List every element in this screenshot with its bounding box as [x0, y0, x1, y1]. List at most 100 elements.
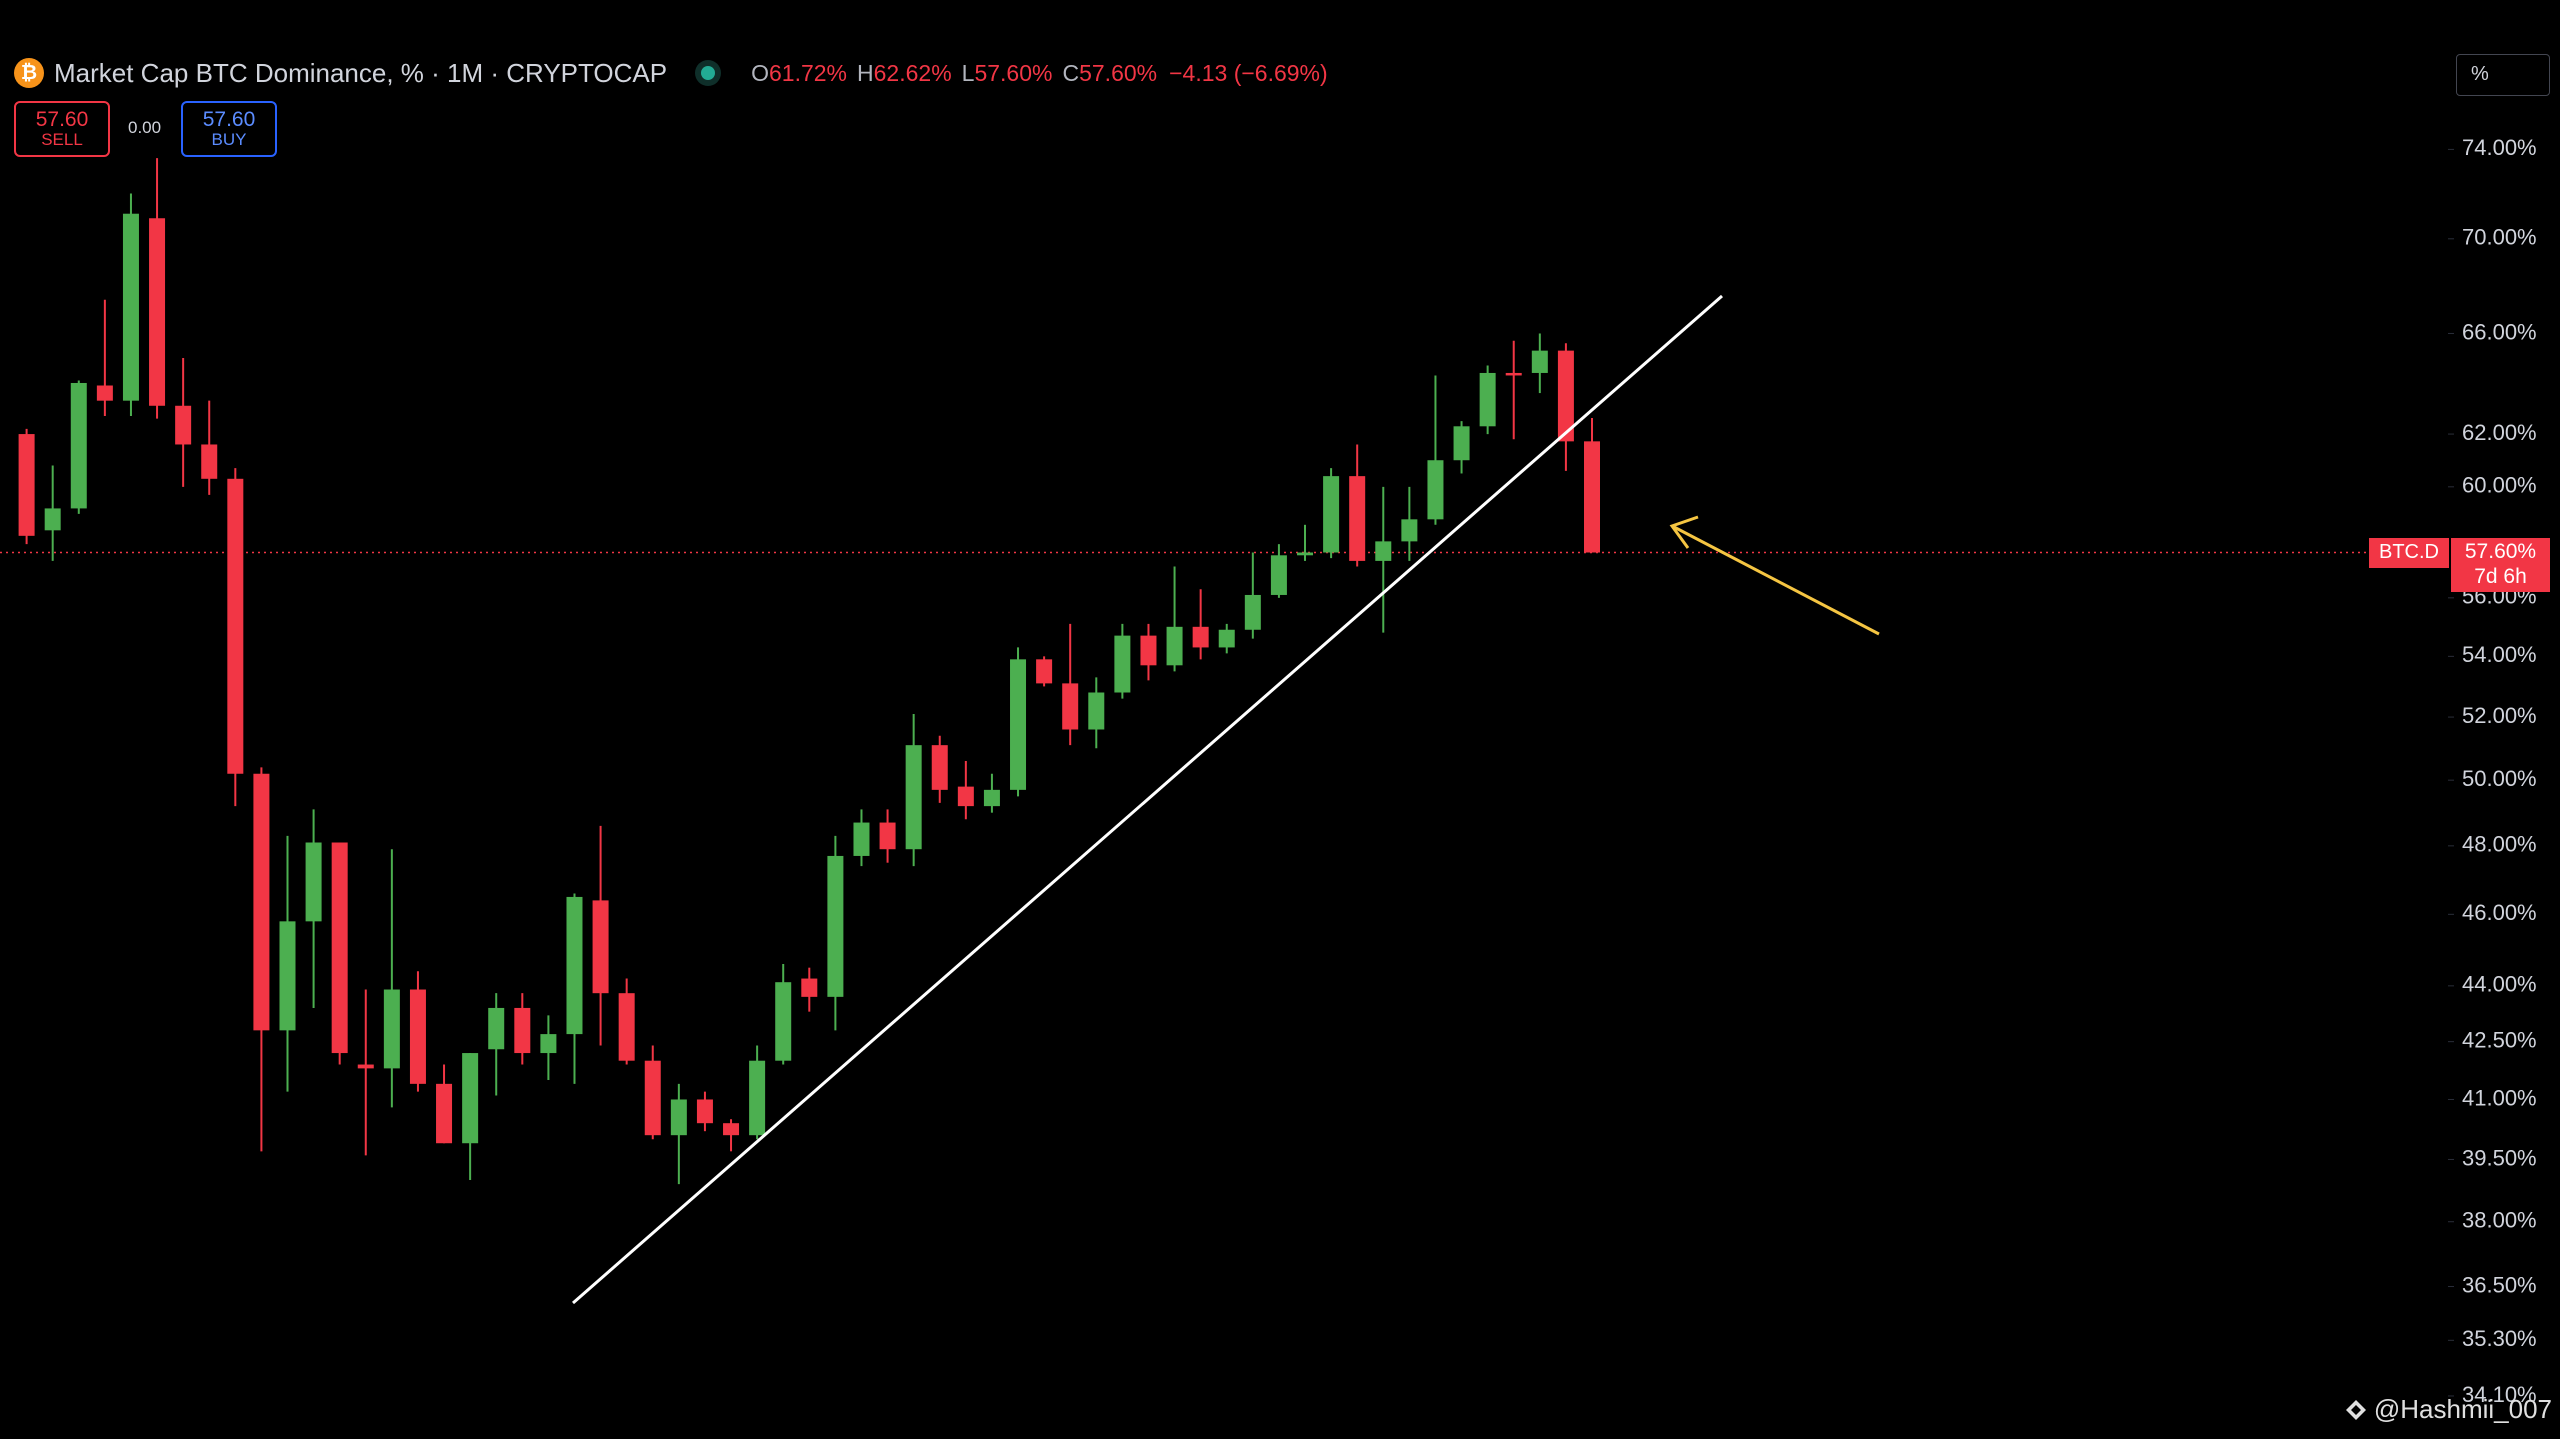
candle-body: [1453, 426, 1470, 461]
candle-body: [1584, 441, 1600, 553]
y-tick-label: 52.00%: [2462, 703, 2537, 728]
candle-body: [775, 982, 792, 1061]
candle-body: [1192, 626, 1209, 648]
readout-value: 61.72%: [769, 59, 848, 86]
candle-body: [331, 842, 348, 1054]
candle-body: [931, 745, 948, 790]
candle-body: [827, 855, 844, 997]
watermark-text: @Hashmii_007: [2373, 1394, 2552, 1424]
y-tick-label: 42.50%: [2462, 1027, 2537, 1052]
arrow-shaft: [1673, 525, 1880, 636]
candle-body: [383, 989, 400, 1069]
y-tick-label: 38.00%: [2462, 1208, 2537, 1233]
arrow-head: [1669, 515, 1699, 549]
arrow: [1669, 515, 1880, 636]
sell-label: SELL: [41, 130, 83, 150]
candle-body: [227, 478, 244, 774]
candle-body: [670, 1099, 687, 1136]
sell-button[interactable]: 57.60 SELL: [14, 101, 110, 157]
candle-body: [1375, 541, 1392, 561]
legend-header: ₿ Market Cap BTC Dominance, % · 1M · CRY…: [14, 56, 1328, 90]
candle-body: [1088, 692, 1105, 730]
candle-body: [644, 1060, 661, 1136]
y-tick-label: 41.00%: [2462, 1085, 2537, 1110]
candle-body: [879, 822, 896, 850]
spread: 0.00: [128, 118, 162, 137]
candle-body: [96, 385, 113, 401]
candle-body: [801, 978, 818, 997]
y-tick-label: 36.50%: [2462, 1272, 2537, 1297]
candle-body: [1270, 555, 1287, 595]
candle-body: [905, 745, 922, 850]
candle-body: [149, 218, 166, 406]
watermark: @Hashmii_007: [2344, 1394, 2552, 1425]
candle-body: [1427, 460, 1444, 520]
candle-body: [1349, 476, 1366, 561]
candle-body: [305, 842, 322, 922]
candle-body: [592, 900, 609, 994]
readout-value: 57.60%: [974, 59, 1053, 86]
watermark-icon: [2345, 1399, 2366, 1420]
candle-body: [983, 789, 1000, 807]
y-tick-label: 60.00%: [2462, 473, 2537, 498]
y-tick-label: 35.30%: [2462, 1326, 2537, 1351]
y-tick-label: 62.00%: [2462, 420, 2537, 445]
readout-value: 57.60%: [1079, 59, 1158, 86]
price-label: 57.60%: [2464, 540, 2537, 564]
candle-body: [201, 444, 218, 479]
candle-body: [122, 213, 139, 401]
buy-label: BUY: [211, 130, 247, 150]
y-tick-label: 46.00%: [2462, 900, 2537, 925]
y-tick-label: 54.00%: [2462, 642, 2537, 667]
candle-body: [409, 989, 426, 1084]
price-symbol: BTC.D: [2369, 537, 2449, 568]
candle-body: [1166, 626, 1183, 666]
candle-body: [436, 1083, 453, 1144]
candle-body: [1297, 552, 1314, 556]
candle-body: [1114, 635, 1131, 693]
candle-body: [957, 786, 974, 807]
candle-body: [749, 1060, 766, 1136]
readout-key: L: [961, 59, 975, 86]
y-tick-label: 50.00%: [2462, 766, 2537, 791]
y-tick-label: 48.00%: [2462, 832, 2537, 857]
sell-price: 57.60: [35, 108, 89, 132]
candle-body: [44, 508, 61, 531]
buy-price: 57.60: [202, 108, 256, 132]
candle-body: [1036, 659, 1053, 684]
candle-body: [1323, 476, 1340, 553]
ohlc-readout: O 61.72% H 62.62% L 57.60% C 57.60%: [741, 60, 1157, 87]
candle-body: [1505, 372, 1522, 376]
y-tick-label: 66.00%: [2462, 319, 2537, 344]
candle-body: [1401, 519, 1418, 542]
chart-title: Market Cap BTC Dominance, % · 1M · CRYPT…: [54, 57, 668, 88]
readout-key: O: [751, 59, 769, 86]
candle-body: [723, 1123, 740, 1136]
trend-line: [572, 294, 1723, 1305]
candle-body: [618, 993, 635, 1061]
candle-body: [357, 1064, 374, 1069]
readout-value: 62.62%: [873, 59, 952, 86]
candle-body: [540, 1034, 557, 1054]
candle-body: [514, 1007, 531, 1054]
candle-body: [1479, 372, 1496, 427]
candle-body: [1140, 635, 1157, 666]
y-tick-label: 44.00%: [2462, 972, 2537, 997]
buy-button[interactable]: 57.60 BUY: [181, 101, 277, 157]
scale-mode[interactable]: %: [2456, 54, 2550, 96]
candle-body: [1062, 683, 1079, 730]
coin-icon: ₿: [14, 58, 44, 88]
candle-body: [462, 1053, 479, 1144]
change: −4.13 (−6.69%): [1169, 59, 1328, 86]
status-dot: [701, 66, 716, 80]
candle-body: [488, 1007, 505, 1050]
candle-body: [1218, 629, 1235, 648]
price-tag: 57.60% 7d 6h: [2451, 537, 2550, 592]
y-tick-label: 34.10%: [2462, 1382, 2537, 1407]
candle-body: [279, 921, 296, 1031]
candle-body: [175, 405, 192, 445]
candle-body: [18, 434, 35, 536]
candle-body: [1557, 350, 1574, 442]
